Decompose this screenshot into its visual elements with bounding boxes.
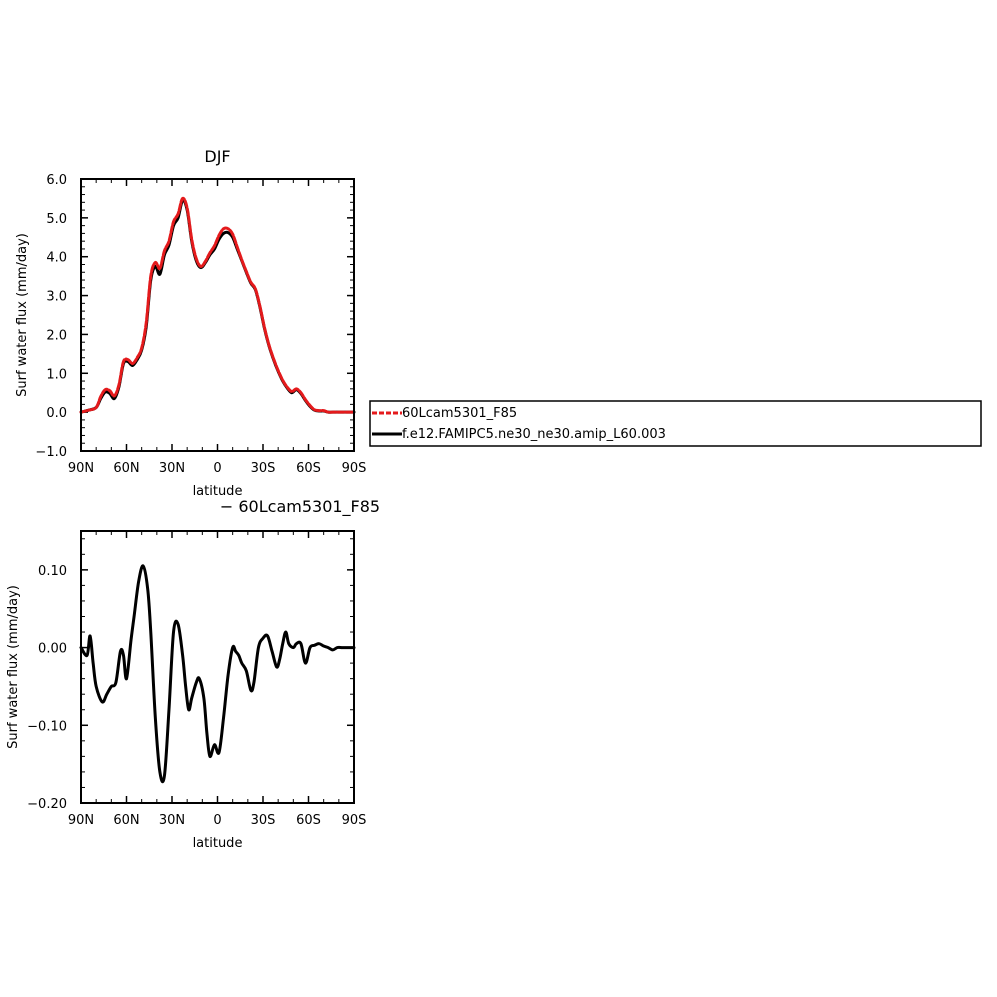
top-series-line-0 (79, 198, 356, 414)
x-tick-label: 0 (213, 461, 221, 476)
legend-label-black: f.e12.FAMIPC5.ne30_ne30.amip_L60.003 (402, 427, 666, 442)
y-tick-label: 3.0 (46, 290, 67, 305)
legend: 60Lcam5301_F85 f.e12.FAMIPC5.ne30_ne30.a… (369, 400, 982, 447)
bottom-series-line-0 (79, 564, 356, 784)
x-tick-label: 60S (296, 461, 321, 476)
top-y-axis-label: Surf water flux (mm/day) (15, 233, 30, 397)
bottom-chart-title: − 60Lcam5301_F85 (220, 497, 380, 517)
legend-label-red: 60Lcam5301_F85 (402, 406, 517, 421)
top-chart-title: DJF (204, 147, 230, 166)
bottom-plot-frame (80, 530, 355, 804)
x-tick-label: 0 (213, 813, 221, 828)
x-tick-label: 90N (68, 461, 94, 476)
bottom-x-axis-label: latitude (193, 836, 243, 851)
x-tick-label: 60N (113, 813, 139, 828)
y-tick-label: −1.0 (35, 445, 67, 460)
x-tick-label: 60N (113, 461, 139, 476)
y-tick-label: 0.10 (38, 564, 67, 579)
x-tick-label: 60S (296, 813, 321, 828)
y-tick-label: 4.0 (46, 251, 67, 266)
bottom-panel: − 60Lcam5301_F85 Surf water flux (mm/day… (6, 497, 380, 851)
y-tick-label: 6.0 (46, 173, 67, 188)
y-tick-label: 5.0 (46, 212, 67, 227)
top-x-axis-label: latitude (193, 484, 243, 499)
x-tick-label: 90S (342, 461, 367, 476)
bottom-y-axis-label: Surf water flux (mm/day) (6, 585, 21, 749)
bottom-plot-series (79, 564, 356, 784)
x-tick-label: 90N (68, 813, 94, 828)
y-tick-label: −0.20 (27, 797, 67, 812)
y-tick-label: 2.0 (46, 328, 67, 343)
top-series-line-1 (79, 196, 356, 414)
top-plot-series (79, 196, 356, 414)
y-tick-label: 1.0 (46, 367, 67, 382)
legend-box (369, 400, 982, 447)
top-axis-ticks: 90N 60N 30N 0 30S 60S 90S −1.0 0.0 1.0 2.0 3.0 4.0 5.… (35, 173, 366, 476)
top-plot-frame (80, 178, 355, 452)
y-tick-label: 0.0 (46, 406, 67, 421)
x-tick-label: 30N (159, 461, 185, 476)
x-tick-label: 30S (251, 461, 276, 476)
x-tick-label: 90S (342, 813, 367, 828)
x-tick-label: 30S (251, 813, 276, 828)
y-tick-label: 0.00 (38, 642, 67, 657)
x-tick-label: 30N (159, 813, 185, 828)
y-tick-label: −0.10 (27, 719, 67, 734)
top-panel: DJF Surf water flux (mm/day) latitude 90… (15, 147, 366, 499)
